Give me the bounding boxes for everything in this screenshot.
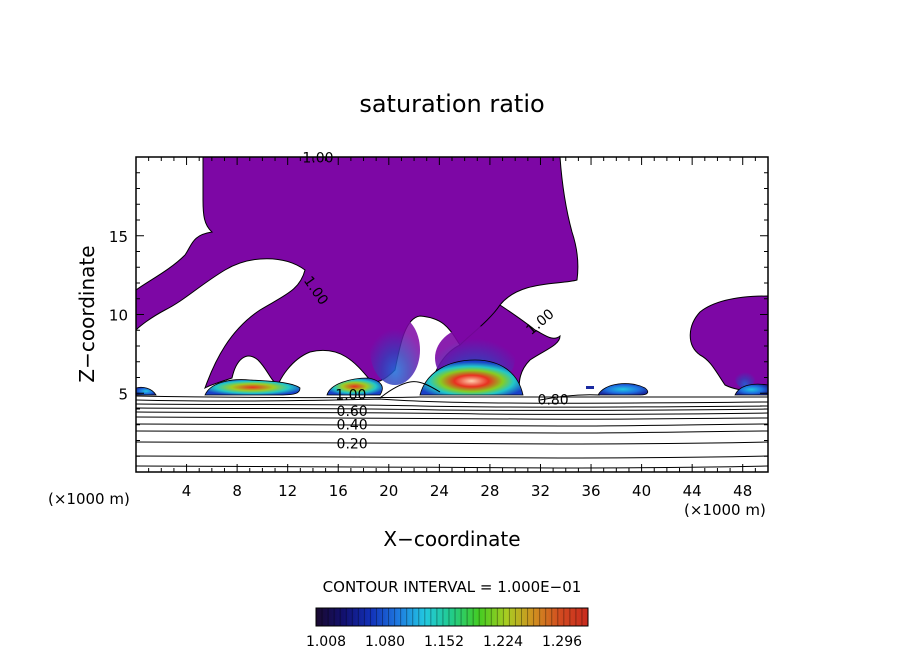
- contour-label: 0.40: [337, 418, 368, 434]
- x-axis-label: X−coordinate: [383, 527, 520, 551]
- x-tick-label: 36: [581, 482, 600, 500]
- x-tick-label: 24: [430, 482, 449, 500]
- x-tick-label: 48: [733, 482, 752, 500]
- core-15-19: [326, 377, 383, 396]
- y-axis-label: Z−coordinate: [75, 245, 99, 382]
- y-tick-label: 5: [118, 385, 128, 403]
- y-axis: 5 10 15: [109, 172, 768, 457]
- x-tick-label: 8: [232, 482, 242, 500]
- core-left-edge: [136, 386, 157, 396]
- plume-shade: [735, 368, 755, 388]
- core-small: [586, 386, 594, 389]
- colorbar-tick-label: 1.080: [365, 634, 405, 650]
- x-tick-label: 32: [531, 482, 550, 500]
- colorbar-gradient: [315, 607, 589, 627]
- core-36-40: [597, 383, 649, 396]
- x-tick-label: 28: [480, 482, 499, 500]
- x-tick-label: 40: [632, 482, 651, 500]
- colorbar-tick-label: 1.296: [542, 634, 582, 650]
- contour-label: 1.00: [335, 388, 366, 404]
- y-tick-label: 15: [109, 228, 128, 246]
- contour-label: 0.80: [538, 392, 569, 408]
- x-tick-label: 44: [683, 482, 702, 500]
- colorbar-labels: 1.008 1.080 1.152 1.224 1.296: [306, 634, 582, 650]
- contour-label: 0.20: [337, 436, 368, 452]
- x-tick-label: 4: [182, 482, 192, 500]
- core-6-12: [204, 379, 301, 396]
- x-tick-label: 16: [329, 482, 348, 500]
- core-right-edge: [734, 383, 768, 396]
- colorbar-tick-label: 1.152: [424, 634, 464, 650]
- supersaturation-cores: [136, 359, 768, 396]
- x-axis: 4 8 12 16 20 24 28 32 36 40 44 48: [148, 157, 756, 500]
- contour-label: 0.60: [337, 404, 368, 420]
- colorbar-tick-label: 1.224: [483, 634, 523, 650]
- contour-interval-note: CONTOUR INTERVAL = 1.000E−01: [323, 578, 582, 596]
- plot-area: [136, 157, 768, 469]
- y-tick-label: 10: [109, 307, 128, 325]
- x-unit-label-right: (×1000 m): [684, 501, 766, 519]
- colorbar: 1.008 1.080 1.152 1.224 1.296: [306, 607, 589, 650]
- contour-label: 1.00: [302, 151, 333, 167]
- colorbar-tick-label: 1.008: [306, 634, 346, 650]
- core-24-30: [419, 359, 524, 396]
- colorbar-stripes: [321, 608, 583, 626]
- x-tick-label: 12: [278, 482, 297, 500]
- x-tick-label: 20: [379, 482, 398, 500]
- plume-shade: [370, 315, 420, 385]
- chart-title: saturation ratio: [359, 90, 544, 118]
- x-unit-label-left: (×1000 m): [48, 490, 130, 508]
